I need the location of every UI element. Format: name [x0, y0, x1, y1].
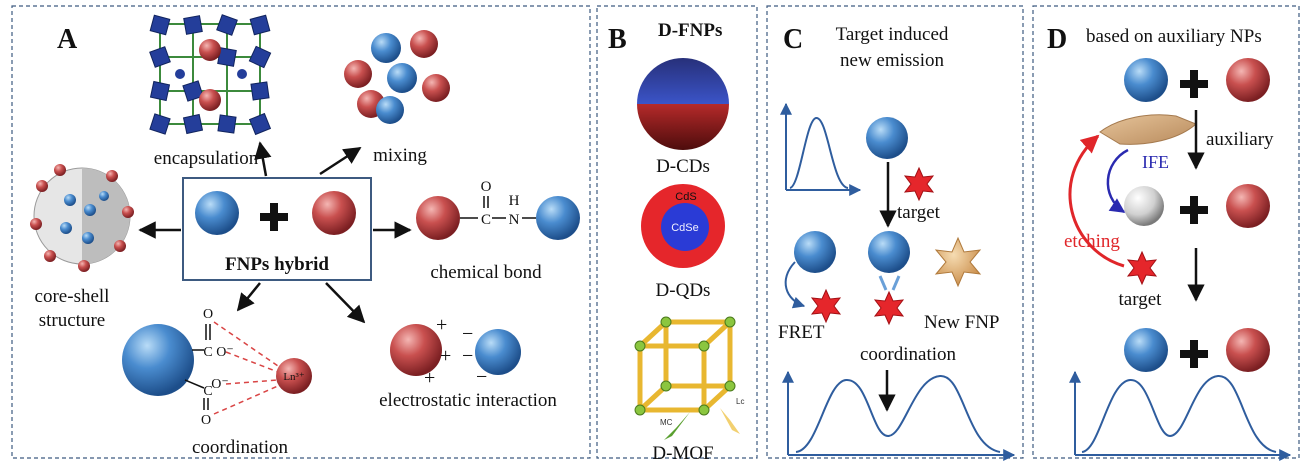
dual-emission-plot-c	[782, 370, 1016, 461]
blue-nanoparticle	[195, 191, 239, 235]
d-plus-icon-1	[1180, 70, 1208, 98]
dual-carbon-dot	[637, 58, 729, 150]
panel-b-letter: B	[608, 24, 627, 55]
label-core-shell-2: structure	[39, 310, 105, 331]
panel-b-frame	[596, 5, 758, 459]
red-nanoparticle	[312, 191, 356, 235]
chemical-bond-structure	[416, 196, 580, 240]
label-fret: FRET	[778, 322, 825, 343]
d-blue-np-2	[1124, 328, 1168, 372]
label-cds-shell: CdS	[675, 191, 696, 203]
panel-b-title: D-FNPs	[658, 20, 722, 41]
label-d-qds: D-QDs	[656, 280, 711, 301]
coord-o-minus-top: O⁻	[216, 345, 234, 360]
charge-minus-1: −	[462, 323, 473, 345]
coord-o-top: O	[203, 307, 213, 322]
panel-c-title-1: Target induced	[836, 24, 949, 45]
d-blue-np-1	[1124, 58, 1168, 102]
target-star-icon	[903, 166, 935, 202]
label-auxiliary: auxiliary	[1206, 129, 1274, 150]
label-electrostatic: electrostatic interaction	[379, 390, 557, 411]
ife-arrow	[1106, 148, 1129, 214]
panel-d-title: based on auxiliary NPs	[1086, 26, 1262, 47]
core-shell-sphere	[30, 164, 134, 272]
charge-plus-3: +	[424, 367, 435, 389]
label-lc: Lc	[736, 397, 744, 406]
label-fnps-hybrid: FNPs hybrid	[225, 254, 329, 275]
d-target-star-icon	[1126, 250, 1158, 286]
panel-a: A	[30, 14, 580, 458]
d-grey-np	[1124, 186, 1164, 226]
c-coord-nanoparticle	[868, 231, 910, 273]
label-coordination-a: coordination	[192, 437, 289, 458]
bond-o: O	[481, 179, 492, 195]
label-etching: etching	[1064, 231, 1120, 252]
bond-c: C	[481, 212, 491, 228]
encapsulation-structure	[149, 14, 272, 136]
panel-d-letter: D	[1047, 24, 1067, 55]
label-core-shell-1: core-shell	[35, 286, 110, 307]
label-target-d: target	[1119, 289, 1163, 310]
charge-plus-1: +	[436, 314, 447, 336]
dual-mof-cube	[634, 316, 740, 440]
panel-a-frame	[11, 5, 591, 459]
etching-arrow	[1068, 134, 1125, 268]
bond-n: N	[509, 212, 520, 228]
coordination-structure	[122, 321, 312, 415]
label-new-fnp: New FNP	[924, 312, 999, 333]
coord-c-bottom: C	[203, 384, 212, 399]
panel-a-letter: A	[57, 24, 78, 55]
panel-b: B D-FNPs D-CDs CdS CdSe D-QDs	[608, 20, 744, 462]
label-cdse-core: CdSe	[671, 222, 699, 234]
d-red-np-3	[1226, 328, 1270, 372]
coord-o-bottom: O	[201, 413, 211, 428]
panel-c: C Target induced new emission target FRE…	[778, 24, 1016, 461]
d-plus-icon-2	[1180, 196, 1208, 224]
dual-emission-plot-d	[1069, 370, 1292, 461]
fret-arrow	[784, 261, 806, 309]
d-red-np-2	[1226, 184, 1270, 228]
coord-link-left	[878, 275, 888, 291]
coord-link-right	[891, 275, 901, 291]
new-fnp-star-icon	[934, 236, 982, 288]
label-coordination-c: coordination	[860, 344, 957, 365]
panel-c-frame	[766, 5, 1024, 459]
panel-c-letter: C	[783, 24, 803, 55]
electrostatic-structure	[390, 324, 521, 376]
d-plus-icon-3	[1180, 340, 1208, 368]
charge-minus-2: −	[462, 345, 473, 367]
label-target-c: target	[897, 202, 941, 223]
charge-plus-2: +	[440, 345, 451, 367]
coord-c-top: C	[203, 345, 212, 360]
coord-star-icon	[873, 290, 905, 326]
label-ln: Ln³⁺	[283, 371, 305, 383]
label-d-cds: D-CDs	[656, 156, 710, 177]
label-d-mof: D-MOF	[652, 443, 713, 462]
label-mixing: mixing	[373, 145, 427, 166]
label-mc: MC	[660, 418, 673, 427]
panel-d-frame	[1032, 5, 1300, 459]
single-emission-plot	[780, 102, 862, 196]
coord-o-minus-bottom: O⁻	[211, 377, 229, 392]
label-ife: IFE	[1142, 152, 1169, 172]
plus-icon	[260, 203, 288, 231]
bond-h: H	[509, 193, 520, 209]
label-chemical-bond: chemical bond	[430, 262, 542, 283]
panel-c-title-2: new emission	[840, 50, 944, 71]
c-fret-nanoparticle	[794, 231, 836, 273]
panel-d: D based on auxiliary NPs auxiliary IFE e…	[1047, 24, 1292, 461]
c-top-nanoparticle	[866, 117, 908, 159]
mixing-cluster	[344, 30, 450, 124]
charge-minus-3: −	[476, 366, 487, 388]
d-red-np-1	[1226, 58, 1270, 102]
fret-star-icon	[810, 288, 842, 324]
dual-quantum-dot	[641, 184, 725, 268]
auxiliary-sheet	[1099, 114, 1197, 145]
hybrid-arrows	[138, 141, 412, 324]
label-encapsulation: encapsulation	[154, 148, 259, 169]
